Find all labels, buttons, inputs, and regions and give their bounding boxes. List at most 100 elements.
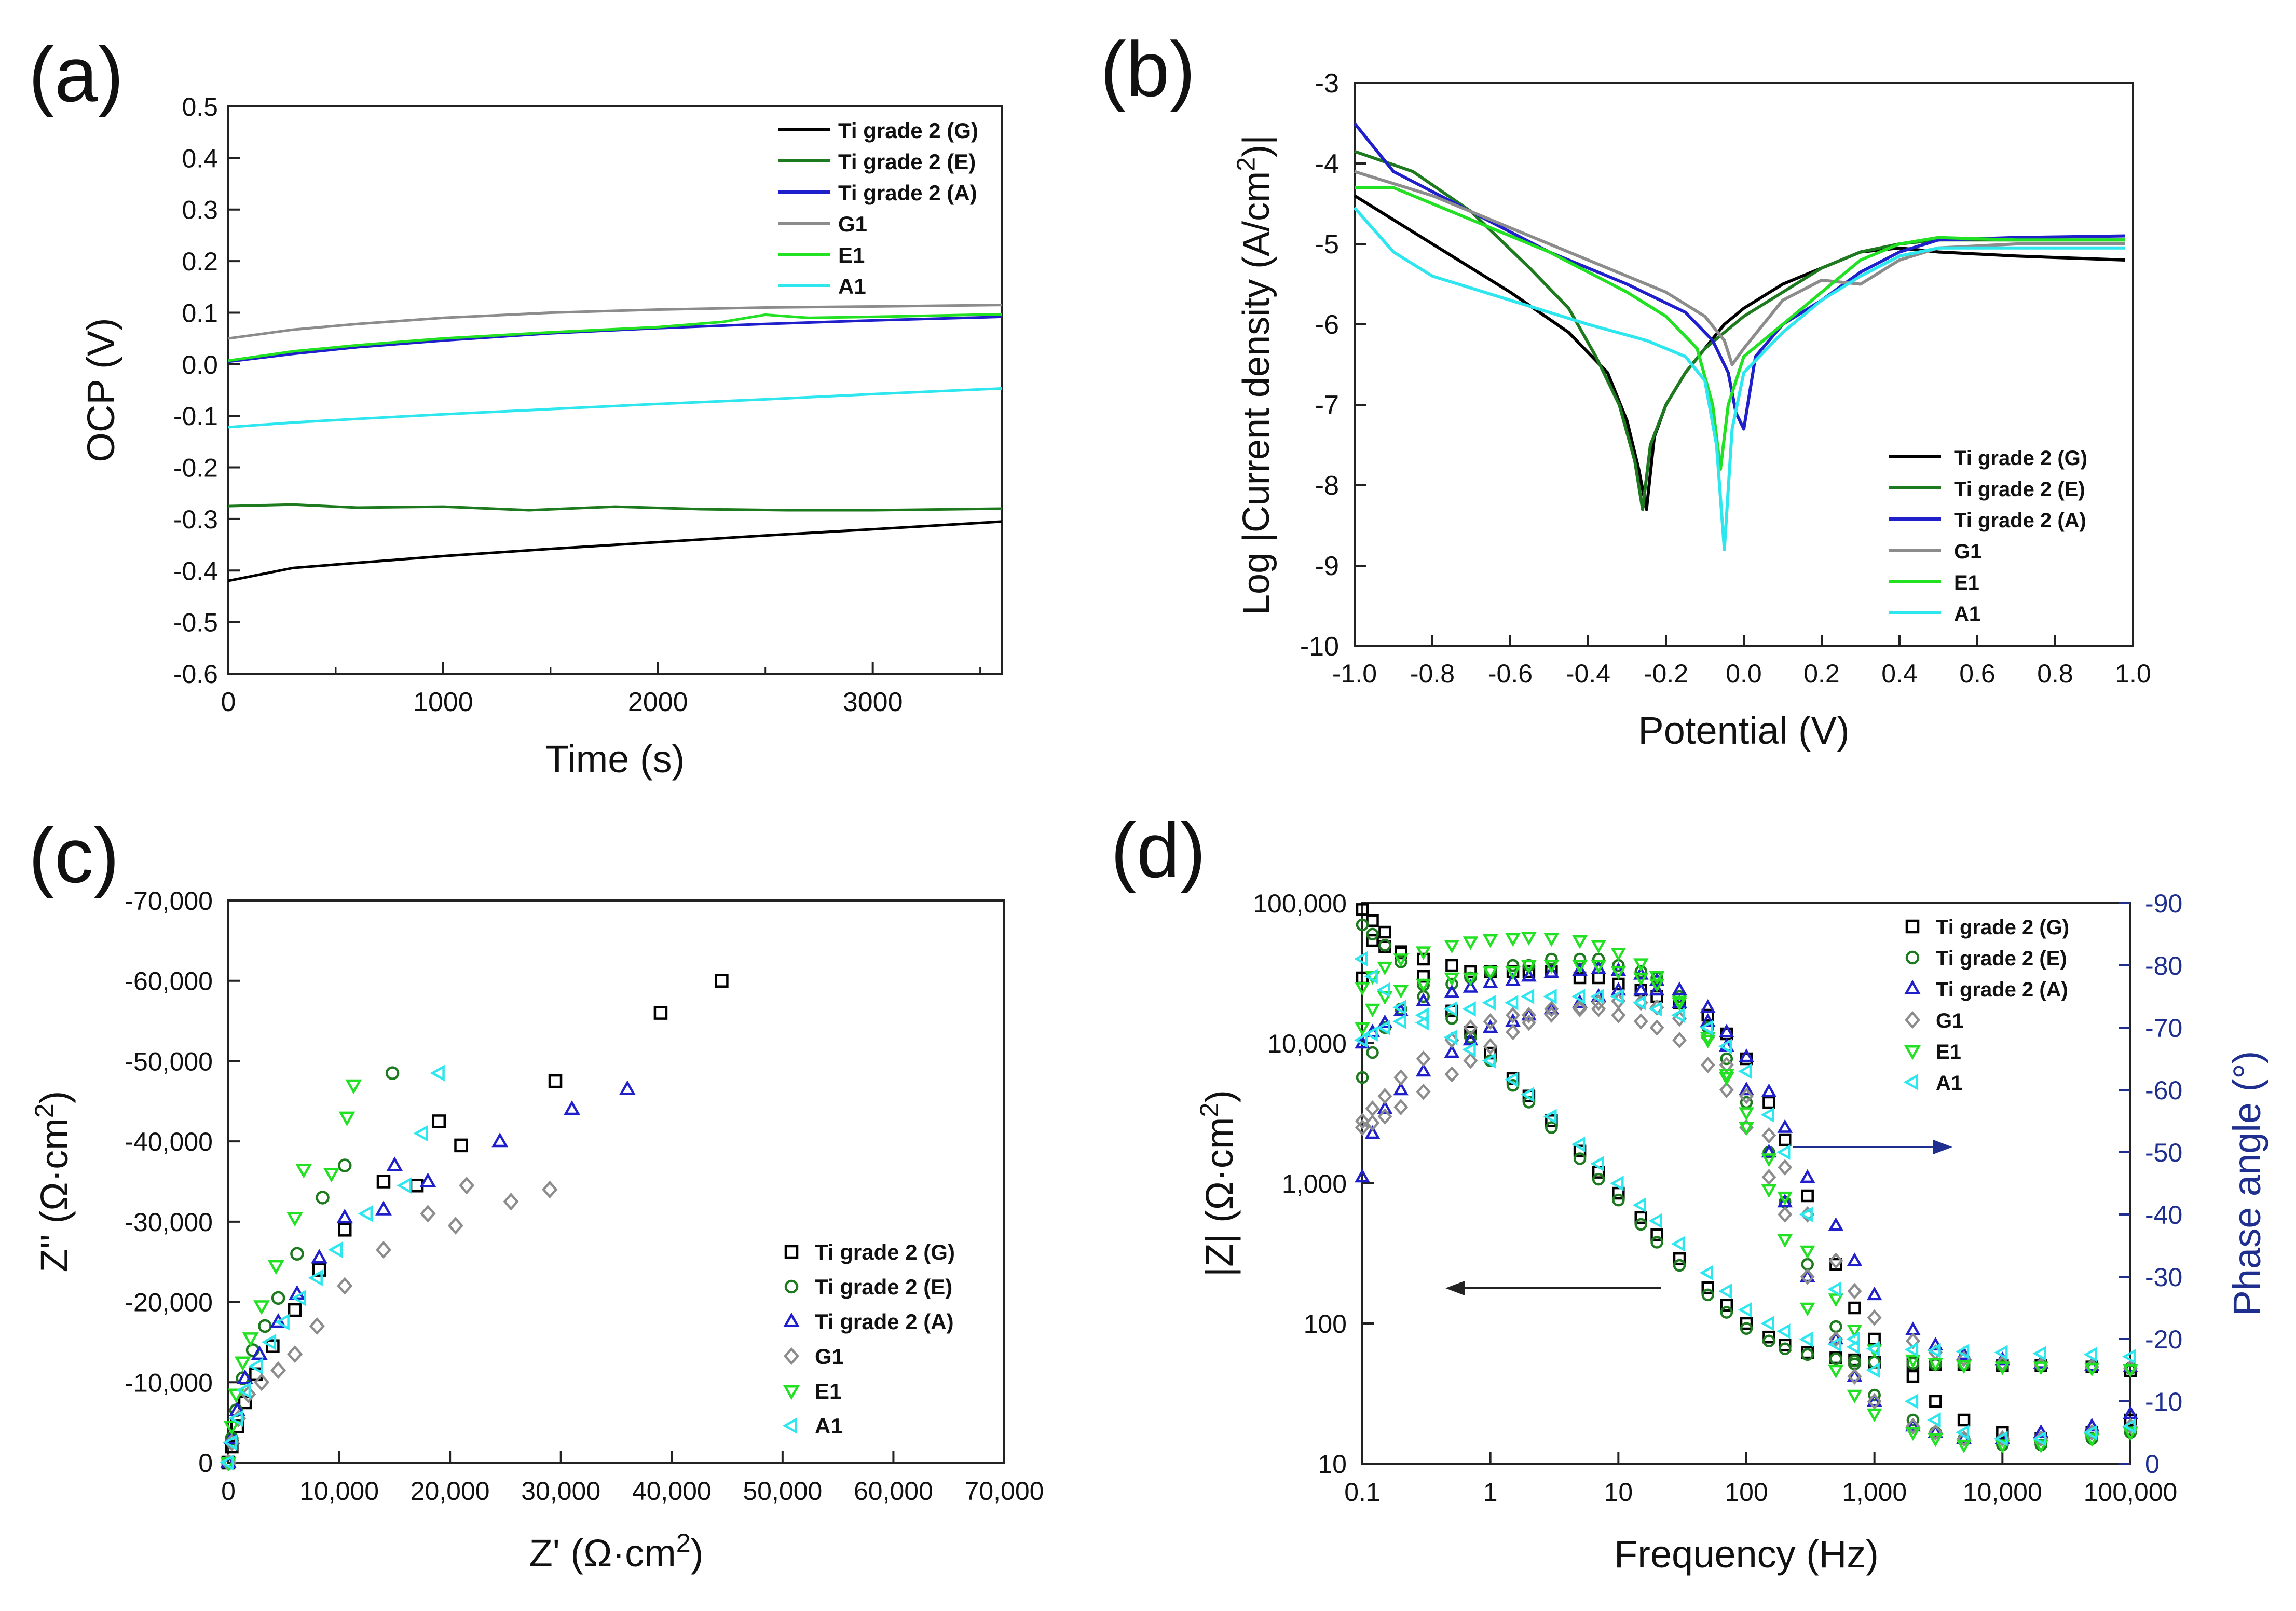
data-point-g [266,1339,280,1353]
modulus-point-e [1612,1193,1625,1207]
y-tick-label: -0.5 [173,608,218,637]
phase-point-e1 [1543,960,1560,974]
y-axis-title: Log |Current density (A/cm2)| [1233,135,1277,615]
data-point-e1 [223,1421,240,1436]
y-tick-label: -20,000 [125,1288,213,1317]
phase-point-e1 [1444,972,1460,987]
data-point-g1 [287,1345,303,1363]
modulus-point-e1 [1649,971,1665,985]
data-point-g1 [542,1180,558,1199]
x-tick-label: 0.4 [1881,659,1918,688]
modulus-point-e1 [1633,958,1649,972]
x-tick-label: 1000 [413,687,473,717]
data-point-g1 [459,1177,475,1195]
phase-point-g1 [1719,1082,1734,1098]
data-point-a [375,1200,392,1216]
modulus-point-a1 [1776,1323,1791,1339]
phase-point-g1 [1672,1032,1687,1048]
phase-point-a1 [1955,1425,1970,1440]
legend-marker [782,1417,798,1434]
phase-point-a1 [1392,1014,1406,1029]
modulus-point-a1 [1632,1197,1647,1213]
data-point-e1 [253,1300,270,1315]
y2-tick-label: -90 [2145,889,2182,918]
phase-point-g1 [1828,1331,1843,1347]
phase-point-a1 [1482,995,1496,1011]
phase-point-e1 [1672,997,1687,1012]
series-line-a1 [1353,207,2125,551]
y2-axis-title: Phase angle (°) [2225,1051,2268,1316]
x-tick-label: 0.0 [1726,659,1762,688]
legend-label: A1 [815,1414,843,1438]
y-tick-label: 100,000 [1253,889,1347,918]
data-point-a1 [430,1064,445,1082]
x-tick-label: 0.6 [1959,659,1996,688]
data-point-e1 [345,1079,362,1095]
phase-point-a1 [1799,1207,1813,1222]
legend-label: Ti grade 2 (G) [1954,447,2087,470]
phase-point-e1 [1393,985,1409,999]
phase-point-e1 [1572,960,1588,974]
modulus-point-g [1650,1228,1663,1241]
y-tick-label: 10 [1318,1450,1347,1479]
x-tick-label: 100 [1725,1478,1768,1507]
phase-point-g1 [1377,1088,1392,1104]
phase-point-a [1866,1392,1882,1407]
data-point-a [311,1249,328,1264]
x-tick-label: 10 [1604,1478,1633,1507]
data-point-g1 [375,1240,392,1259]
modulus-point-g1 [1719,1056,1734,1073]
phase-point-a1 [1571,989,1586,1004]
phase-point-e [1366,1046,1379,1059]
phase-point-e1 [1739,1122,1754,1136]
x-tick-label: 10,000 [299,1477,379,1506]
phase-point-e1 [1649,978,1665,993]
series-line-a [228,315,1002,363]
y-tick-label: 10,000 [1267,1029,1347,1058]
x-tick-label: 1,000 [1842,1478,1907,1507]
data-point-e [338,1158,352,1172]
modulus-point-e1 [2123,1364,2138,1378]
data-point-e1 [323,1167,340,1183]
modulus-point-a1 [1718,1283,1732,1299]
y2-tick-label: -60 [2145,1076,2182,1105]
modulus-point-e [1906,1357,1920,1370]
phase-point-a1 [2032,1431,2046,1446]
phase-point-e1 [1505,966,1521,980]
y-tick-label: -6 [1315,310,1339,340]
x-tick-label: 0.2 [1803,659,1840,688]
modulus-point-e1 [1928,1358,1944,1372]
modulus-point-a1 [2032,1346,2046,1361]
phase-point-e1 [1355,1022,1370,1036]
modulus-point-e1 [1505,933,1521,947]
legend-label: E1 [1954,571,1979,594]
x-tick-label: -0.6 [1488,659,1533,688]
phase-point-e1 [1482,966,1498,980]
y-tick-label: -10 [1300,632,1339,662]
y-tick-label: 0.2 [182,247,218,276]
y-tick-label: -0.6 [173,660,218,689]
phase-point-a1 [1827,1281,1841,1297]
modulus-point-a1 [1610,1176,1624,1191]
modulus-point-g [1378,925,1391,939]
modulus-point-a1 [1927,1343,1941,1359]
data-point-g1 [503,1193,519,1211]
y2-tick-label: -80 [2145,951,2182,980]
phase-point-e1 [1956,1439,1972,1454]
modulus-point-g1 [1444,1066,1459,1083]
modulus-point-g [1762,1330,1775,1344]
phase-point-a [1543,1000,1560,1015]
phase-point-g1 [1761,1169,1776,1185]
phase-point-g [1829,1258,1842,1271]
phase-point-g [1762,1096,1775,1109]
data-point-e [290,1247,304,1261]
phase-point-g1 [1847,1368,1862,1385]
phase-point-a [1393,1081,1409,1096]
series-line-g1 [1354,170,2125,366]
panel-label: (c) [29,812,119,899]
phase-point-g [1366,934,1379,947]
phase-arrow-head [1933,1140,1952,1154]
phase-point-e [1906,1413,1920,1427]
phase-point-e1 [1521,960,1537,974]
